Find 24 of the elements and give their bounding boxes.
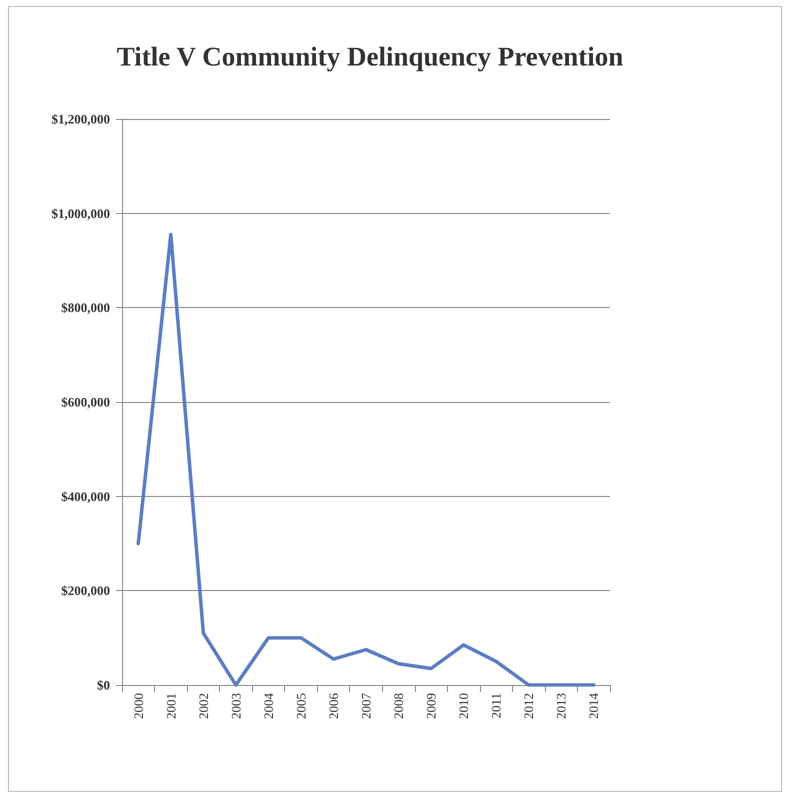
x-tick-label: 2004: [260, 692, 276, 719]
x-tick-label: 2014: [586, 692, 602, 719]
x-tick-label: 2010: [456, 693, 472, 719]
y-tick-label: $1,000,000: [52, 206, 110, 221]
x-tick-label: 2001: [163, 693, 178, 719]
x-tick-label: 2012: [521, 693, 536, 719]
x-tick-label: 2013: [554, 693, 569, 719]
x-tick-label: 2003: [228, 693, 244, 719]
x-tick-label: 2006: [326, 692, 341, 719]
x-tick-label: 2007: [358, 692, 374, 719]
x-tick-label: 2011: [488, 693, 504, 719]
x-tick-label: 2009: [424, 693, 439, 719]
chart-title: Title V Community Delinquency Prevention: [116, 42, 624, 72]
y-tick-label: $200,000: [61, 583, 110, 598]
y-tick-label: $600,000: [61, 394, 110, 410]
y-tick-label: $0: [97, 678, 110, 692]
line-series: [136, 232, 596, 687]
y-tick-label: $400,000: [61, 488, 110, 504]
x-tick-label: 2005: [293, 693, 308, 719]
y-tick-label: $1,200,000: [52, 112, 110, 126]
x-tick-label: 2002: [196, 693, 211, 719]
y-tick-label: $800,000: [61, 300, 110, 316]
x-tick-label: 2008: [391, 693, 406, 719]
x-tick-label: 2000: [130, 693, 146, 719]
